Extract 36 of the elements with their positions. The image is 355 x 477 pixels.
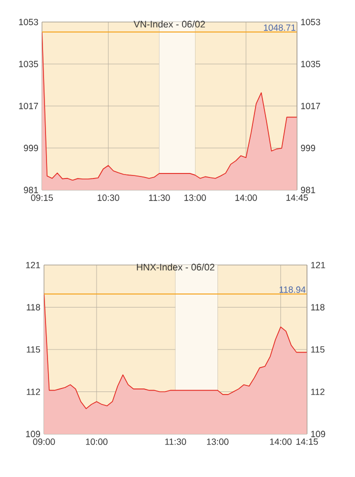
y-tick-label: 118 — [26, 304, 40, 310]
x-tick-label: 13:00 — [184, 194, 206, 201]
x-tick-label: 14:00 — [270, 438, 292, 445]
y2-tick-label: 981 — [300, 186, 316, 194]
x-tick-label: 11:30 — [165, 438, 186, 445]
chart-title: VN-Index - 06/02 — [134, 20, 205, 28]
x-tick-label: 09:15 — [31, 194, 53, 201]
y2-tick-label: 1035 — [301, 60, 320, 68]
y-tick-label: 1017 — [19, 102, 38, 110]
y-tick-label: 981 — [24, 186, 38, 194]
y2-tick-label: 118 — [311, 304, 324, 310]
y-tick-label: 109 — [26, 430, 40, 438]
y-tick-label: 999 — [24, 144, 38, 152]
ref-line-label: 1048.71 — [264, 24, 296, 31]
y2-tick-label: 109 — [311, 430, 326, 438]
y-tick-label: 121 — [26, 262, 40, 268]
y2-tick-label: 999 — [300, 144, 316, 152]
ref-line-label: 118.94 — [280, 286, 306, 293]
x-tick-label: 11:30 — [149, 194, 170, 201]
y-tick-label: 1053 — [19, 18, 38, 26]
y-tick-label: 112 — [26, 388, 40, 395]
y2-tick-label: 1053 — [301, 18, 320, 26]
x-tick-label: 14:15 — [296, 438, 318, 445]
y2-tick-label: 121 — [311, 262, 326, 268]
x-tick-label: 13:00 — [207, 438, 228, 445]
y-tick-label: 115 — [26, 346, 40, 353]
y-tick-label: 1035 — [19, 60, 38, 68]
x-tick-label: 09:00 — [33, 438, 55, 445]
y2-tick-label: 1017 — [301, 102, 320, 110]
x-tick-label: 14:45 — [286, 194, 308, 201]
y2-tick-label: 115 — [311, 346, 324, 353]
chart-title: HNX-Index - 06/02 — [136, 264, 214, 271]
y2-tick-label: 112 — [311, 388, 324, 395]
x-tick-label: 10:00 — [86, 438, 108, 445]
x-tick-label: 14:00 — [235, 194, 257, 201]
x-tick-label: 10:30 — [98, 194, 120, 201]
